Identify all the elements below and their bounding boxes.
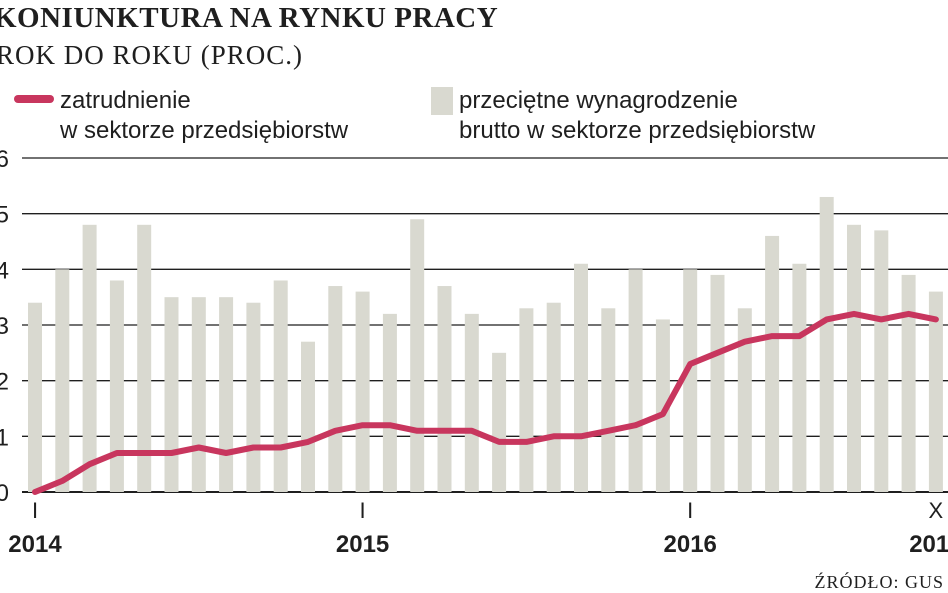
y-tick-label: 6 xyxy=(0,146,9,173)
bar xyxy=(683,269,698,492)
x-month-label: X xyxy=(929,498,944,523)
bar xyxy=(792,263,807,492)
bar xyxy=(874,230,889,492)
bar xyxy=(164,297,179,492)
y-tick-label: 1 xyxy=(0,424,9,451)
bar xyxy=(273,280,288,492)
bar xyxy=(410,219,425,492)
y-tick-label: 5 xyxy=(0,202,9,229)
y-tick-label: 3 xyxy=(0,313,9,340)
bar xyxy=(28,302,42,492)
employment-line xyxy=(32,310,939,495)
bar xyxy=(819,196,834,492)
chart-subtitle: ROK DO ROKU (PROC.) xyxy=(0,40,304,70)
bar xyxy=(737,308,752,492)
bar xyxy=(546,302,561,492)
bar xyxy=(574,263,588,492)
bar xyxy=(847,224,861,493)
bar xyxy=(464,313,479,492)
bar xyxy=(928,291,943,492)
bar xyxy=(901,274,916,492)
x-year-label: 2016 xyxy=(909,531,948,558)
bar xyxy=(655,319,670,492)
x-year-label: 2014 xyxy=(8,531,62,558)
x-month-label: I xyxy=(32,498,38,523)
x-year-label: 2015 xyxy=(336,531,389,558)
legend-bar-label-2: brutto w sektorze przedsiębiorstw xyxy=(459,117,816,144)
bar xyxy=(710,274,725,492)
bar xyxy=(55,269,70,492)
y-tick-label: 2 xyxy=(0,369,9,396)
legend-line-label-1: zatrudnienie xyxy=(60,87,191,114)
bar xyxy=(601,308,616,492)
bar xyxy=(246,302,261,492)
legend-bar-swatch xyxy=(431,87,453,115)
bar xyxy=(301,341,315,492)
y-tick-label: 4 xyxy=(0,257,9,284)
bar xyxy=(328,286,343,492)
x-year-label: 2016 xyxy=(664,531,717,558)
bar xyxy=(519,308,534,492)
x-month-label: I xyxy=(360,498,366,523)
source-note: ŹRÓDŁO: GUS xyxy=(814,572,944,592)
bar xyxy=(492,352,507,492)
bar xyxy=(382,313,397,492)
bar xyxy=(109,280,124,492)
legend-line-swatch xyxy=(14,95,54,103)
bar xyxy=(137,224,152,493)
bar xyxy=(765,235,780,492)
bar xyxy=(355,291,370,492)
bar xyxy=(82,224,97,493)
bar xyxy=(219,297,234,492)
bar xyxy=(437,286,452,492)
chart-title: KONIUNKTURA NA RYNKU PRACY xyxy=(0,2,499,34)
x-month-label: I xyxy=(687,498,693,523)
y-tick-label: 0 xyxy=(0,480,9,507)
legend-line-label-2: w sektorze przedsiębiorstw xyxy=(60,117,349,144)
legend-bar-label-1: przeciętne wynagrodzenie xyxy=(459,87,738,114)
bar xyxy=(191,297,206,492)
bar xyxy=(628,269,643,492)
